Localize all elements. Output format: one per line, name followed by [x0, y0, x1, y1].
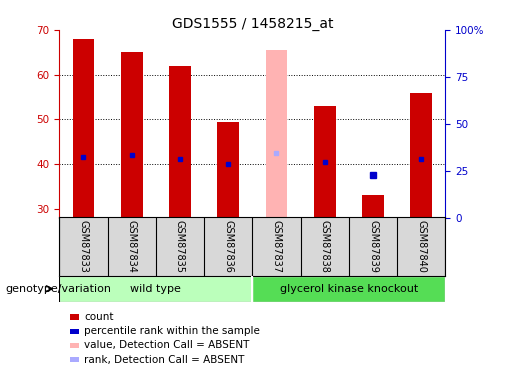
Bar	[73, 39, 94, 218]
Text: GSM87840: GSM87840	[416, 220, 426, 273]
Bar	[410, 93, 432, 218]
Text: wild type: wild type	[130, 284, 181, 294]
Bar	[266, 50, 287, 217]
Bar	[121, 53, 143, 217]
Text: GSM87836: GSM87836	[223, 220, 233, 273]
Text: genotype/variation: genotype/variation	[5, 284, 111, 294]
Text: GSM87839: GSM87839	[368, 220, 378, 273]
Text: GDS1555 / 1458215_at: GDS1555 / 1458215_at	[171, 17, 333, 31]
Text: GSM87835: GSM87835	[175, 220, 185, 273]
Text: glycerol kinase knockout: glycerol kinase knockout	[280, 284, 418, 294]
Text: GSM87838: GSM87838	[320, 220, 330, 273]
Bar	[59, 276, 252, 302]
Bar	[217, 122, 239, 218]
Bar	[362, 195, 384, 217]
Bar	[252, 276, 445, 302]
Text: percentile rank within the sample: percentile rank within the sample	[84, 326, 260, 336]
Bar	[314, 106, 336, 218]
Text: rank, Detection Call = ABSENT: rank, Detection Call = ABSENT	[84, 355, 244, 364]
Text: value, Detection Call = ABSENT: value, Detection Call = ABSENT	[84, 340, 249, 350]
Text: GSM87837: GSM87837	[271, 220, 282, 273]
Text: GSM87834: GSM87834	[127, 220, 136, 273]
Text: count: count	[84, 312, 113, 322]
Bar	[169, 66, 191, 218]
Text: GSM87833: GSM87833	[78, 220, 89, 273]
